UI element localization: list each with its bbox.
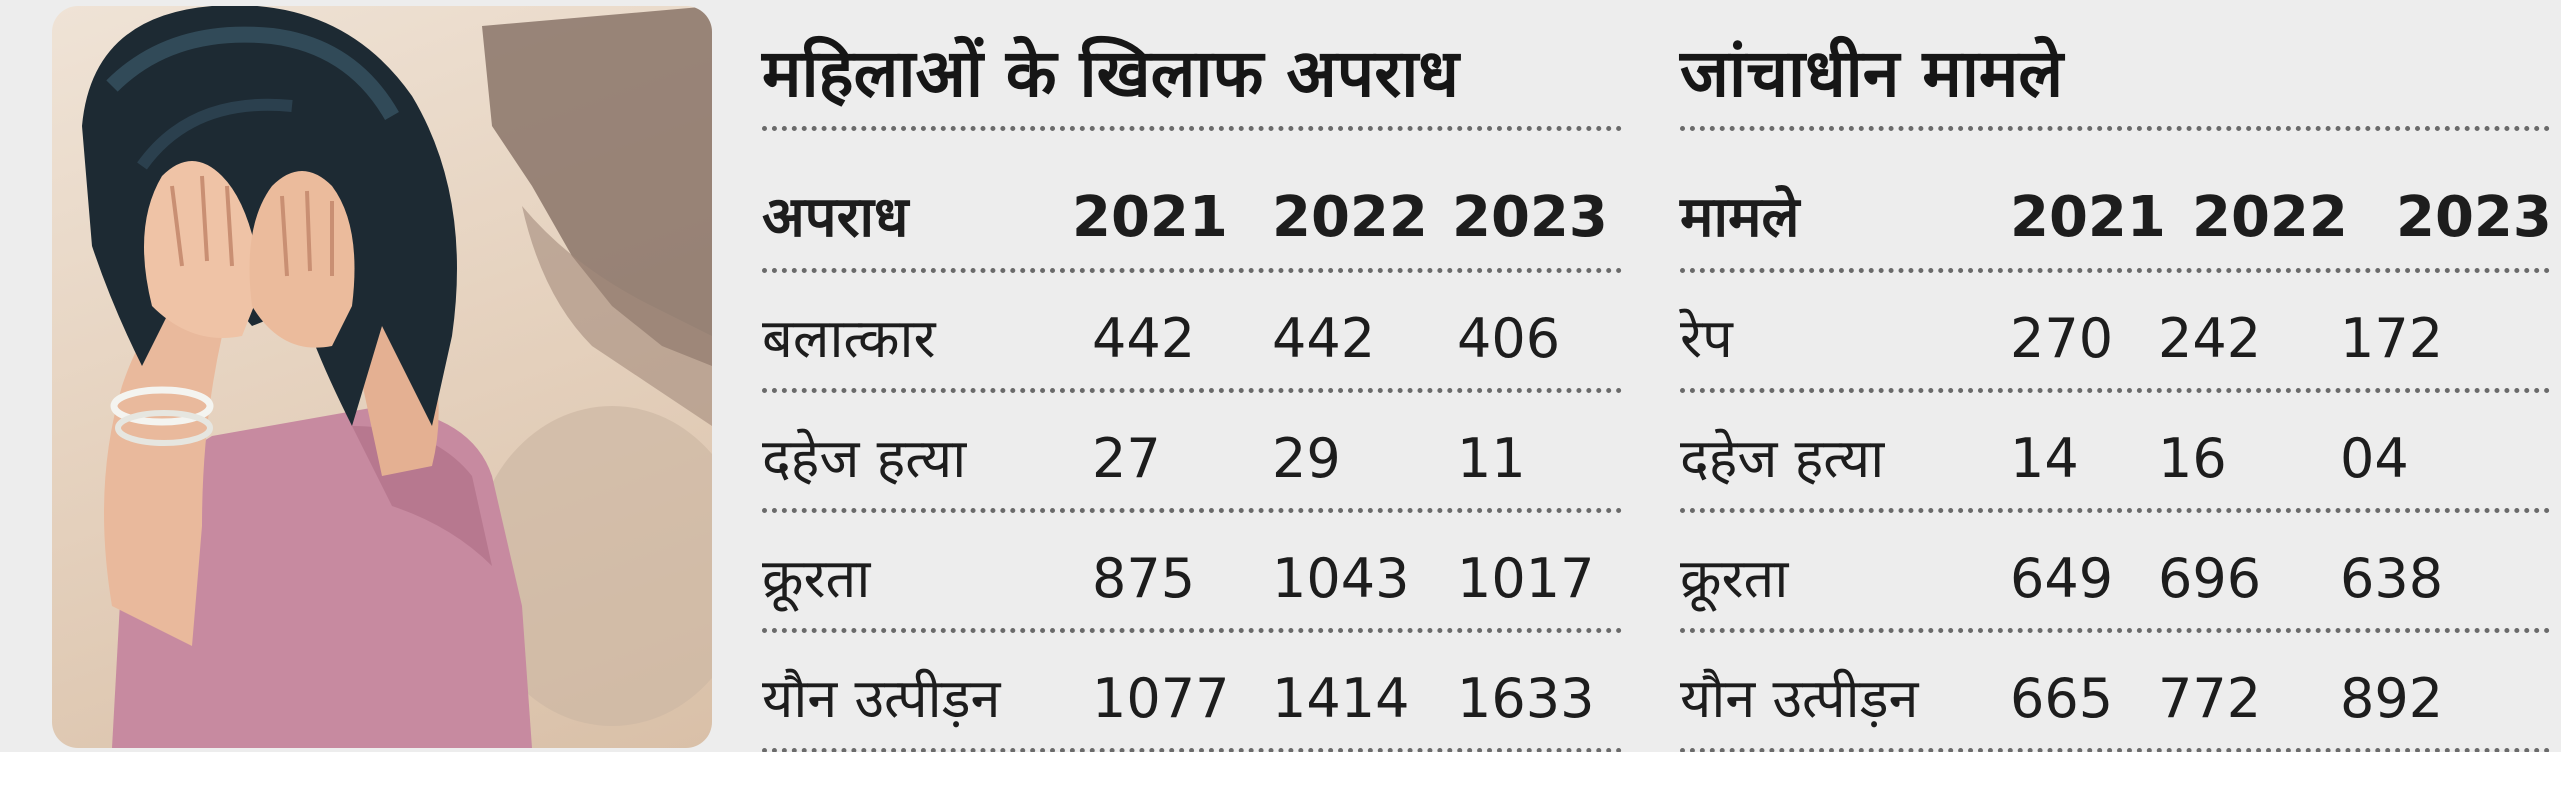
divider [762, 126, 1622, 131]
divider [762, 628, 1622, 633]
row-label: क्रूरता [762, 547, 871, 610]
row-label: रेप [1680, 307, 1733, 370]
divider [1680, 388, 2550, 393]
row-label: दहेज हत्या [762, 427, 967, 490]
row-label: क्रूरता [1680, 547, 1789, 610]
woman-figure-image [82, 6, 712, 748]
cases-under-investigation-table: जांचाधीन मामले मामले 2021 2022 2023 रेप … [1680, 6, 2552, 753]
bottom-margin [0, 752, 2561, 800]
table-row: दहेज हत्या 27 29 11 [762, 409, 1622, 509]
table-row: क्रूरता 875 1043 1017 [762, 529, 1622, 629]
divider [762, 508, 1622, 513]
value-2021: 27 [1092, 427, 1161, 490]
table-title: महिलाओं के खिलाफ अपराध [762, 35, 1459, 112]
table-row: क्रूरता 649 696 638 [1680, 529, 2550, 629]
value-2021: 875 [1092, 547, 1196, 610]
value-2023: 1633 [1457, 667, 1595, 730]
divider [762, 388, 1622, 393]
value-2021: 649 [2010, 547, 2114, 610]
value-2022: 1043 [1272, 547, 1410, 610]
divider [762, 268, 1622, 273]
value-2023: 172 [2340, 307, 2444, 370]
value-2022: 242 [2158, 307, 2262, 370]
woman-illustration [52, 6, 712, 748]
table-row: यौन उत्पीड़न 665 772 892 [1680, 649, 2550, 749]
value-2022: 772 [2158, 667, 2262, 730]
value-2022: 16 [2158, 427, 2227, 490]
value-2022: 29 [1272, 427, 1341, 490]
row-label: बलात्कार [762, 307, 936, 370]
table-row: रेप 270 242 172 [1680, 289, 2550, 389]
table-title: जांचाधीन मामले [1680, 35, 2064, 112]
value-2022: 1414 [1272, 667, 1410, 730]
divider [1680, 628, 2550, 633]
value-2021: 665 [2010, 667, 2114, 730]
table-row: बलात्कार 442 442 406 [762, 289, 1622, 389]
divider [1680, 508, 2550, 513]
divider [762, 748, 1622, 753]
header-2023: 2023 [1452, 185, 1608, 250]
row-label: यौन उत्पीड़न [1680, 667, 1919, 730]
divider [1680, 268, 2550, 273]
value-2021: 270 [2010, 307, 2114, 370]
divider [1680, 748, 2550, 753]
value-2023: 04 [2340, 427, 2409, 490]
divider [1680, 126, 2550, 131]
table-header-row: अपराध 2021 2022 2023 [762, 168, 1622, 268]
row-label: दहेज हत्या [1680, 427, 1885, 490]
value-2023: 406 [1457, 307, 1561, 370]
value-2022: 696 [2158, 547, 2262, 610]
header-2021: 2021 [1072, 185, 1228, 250]
crimes-against-women-table: महिलाओं के खिलाफ अपराध अपराध 2021 2022 2… [762, 6, 1622, 753]
header-2021: 2021 [2010, 185, 2166, 250]
value-2023: 1017 [1457, 547, 1595, 610]
table-row: यौन उत्पीड़न 1077 1414 1633 [762, 649, 1622, 749]
header-crime: अपराध [762, 185, 909, 250]
row-label: यौन उत्पीड़न [762, 667, 1001, 730]
value-2021: 1077 [1092, 667, 1230, 730]
table-row: दहेज हत्या 14 16 04 [1680, 409, 2550, 509]
header-2023: 2023 [2396, 185, 2552, 250]
header-2022: 2022 [2192, 185, 2348, 250]
value-2023: 892 [2340, 667, 2444, 730]
header-2022: 2022 [1272, 185, 1428, 250]
value-2021: 442 [1092, 307, 1196, 370]
value-2023: 11 [1457, 427, 1526, 490]
table-header-row: मामले 2021 2022 2023 [1680, 168, 2552, 268]
value-2021: 14 [2010, 427, 2079, 490]
value-2022: 442 [1272, 307, 1376, 370]
header-cases: मामले [1680, 185, 1800, 250]
value-2023: 638 [2340, 547, 2444, 610]
